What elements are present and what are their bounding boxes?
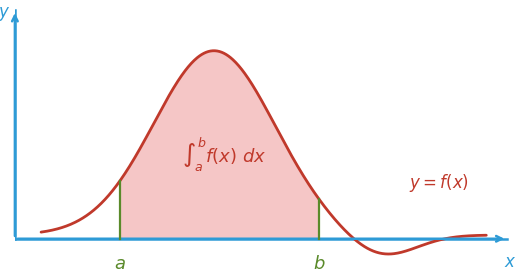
Text: y: y: [0, 3, 8, 21]
Text: a: a: [114, 255, 125, 273]
Text: b: b: [313, 255, 325, 273]
Text: $\int_a^b f(x)\ dx$: $\int_a^b f(x)\ dx$: [182, 136, 267, 174]
Text: x: x: [505, 253, 515, 271]
Text: $y = f(x)$: $y = f(x)$: [409, 172, 469, 194]
